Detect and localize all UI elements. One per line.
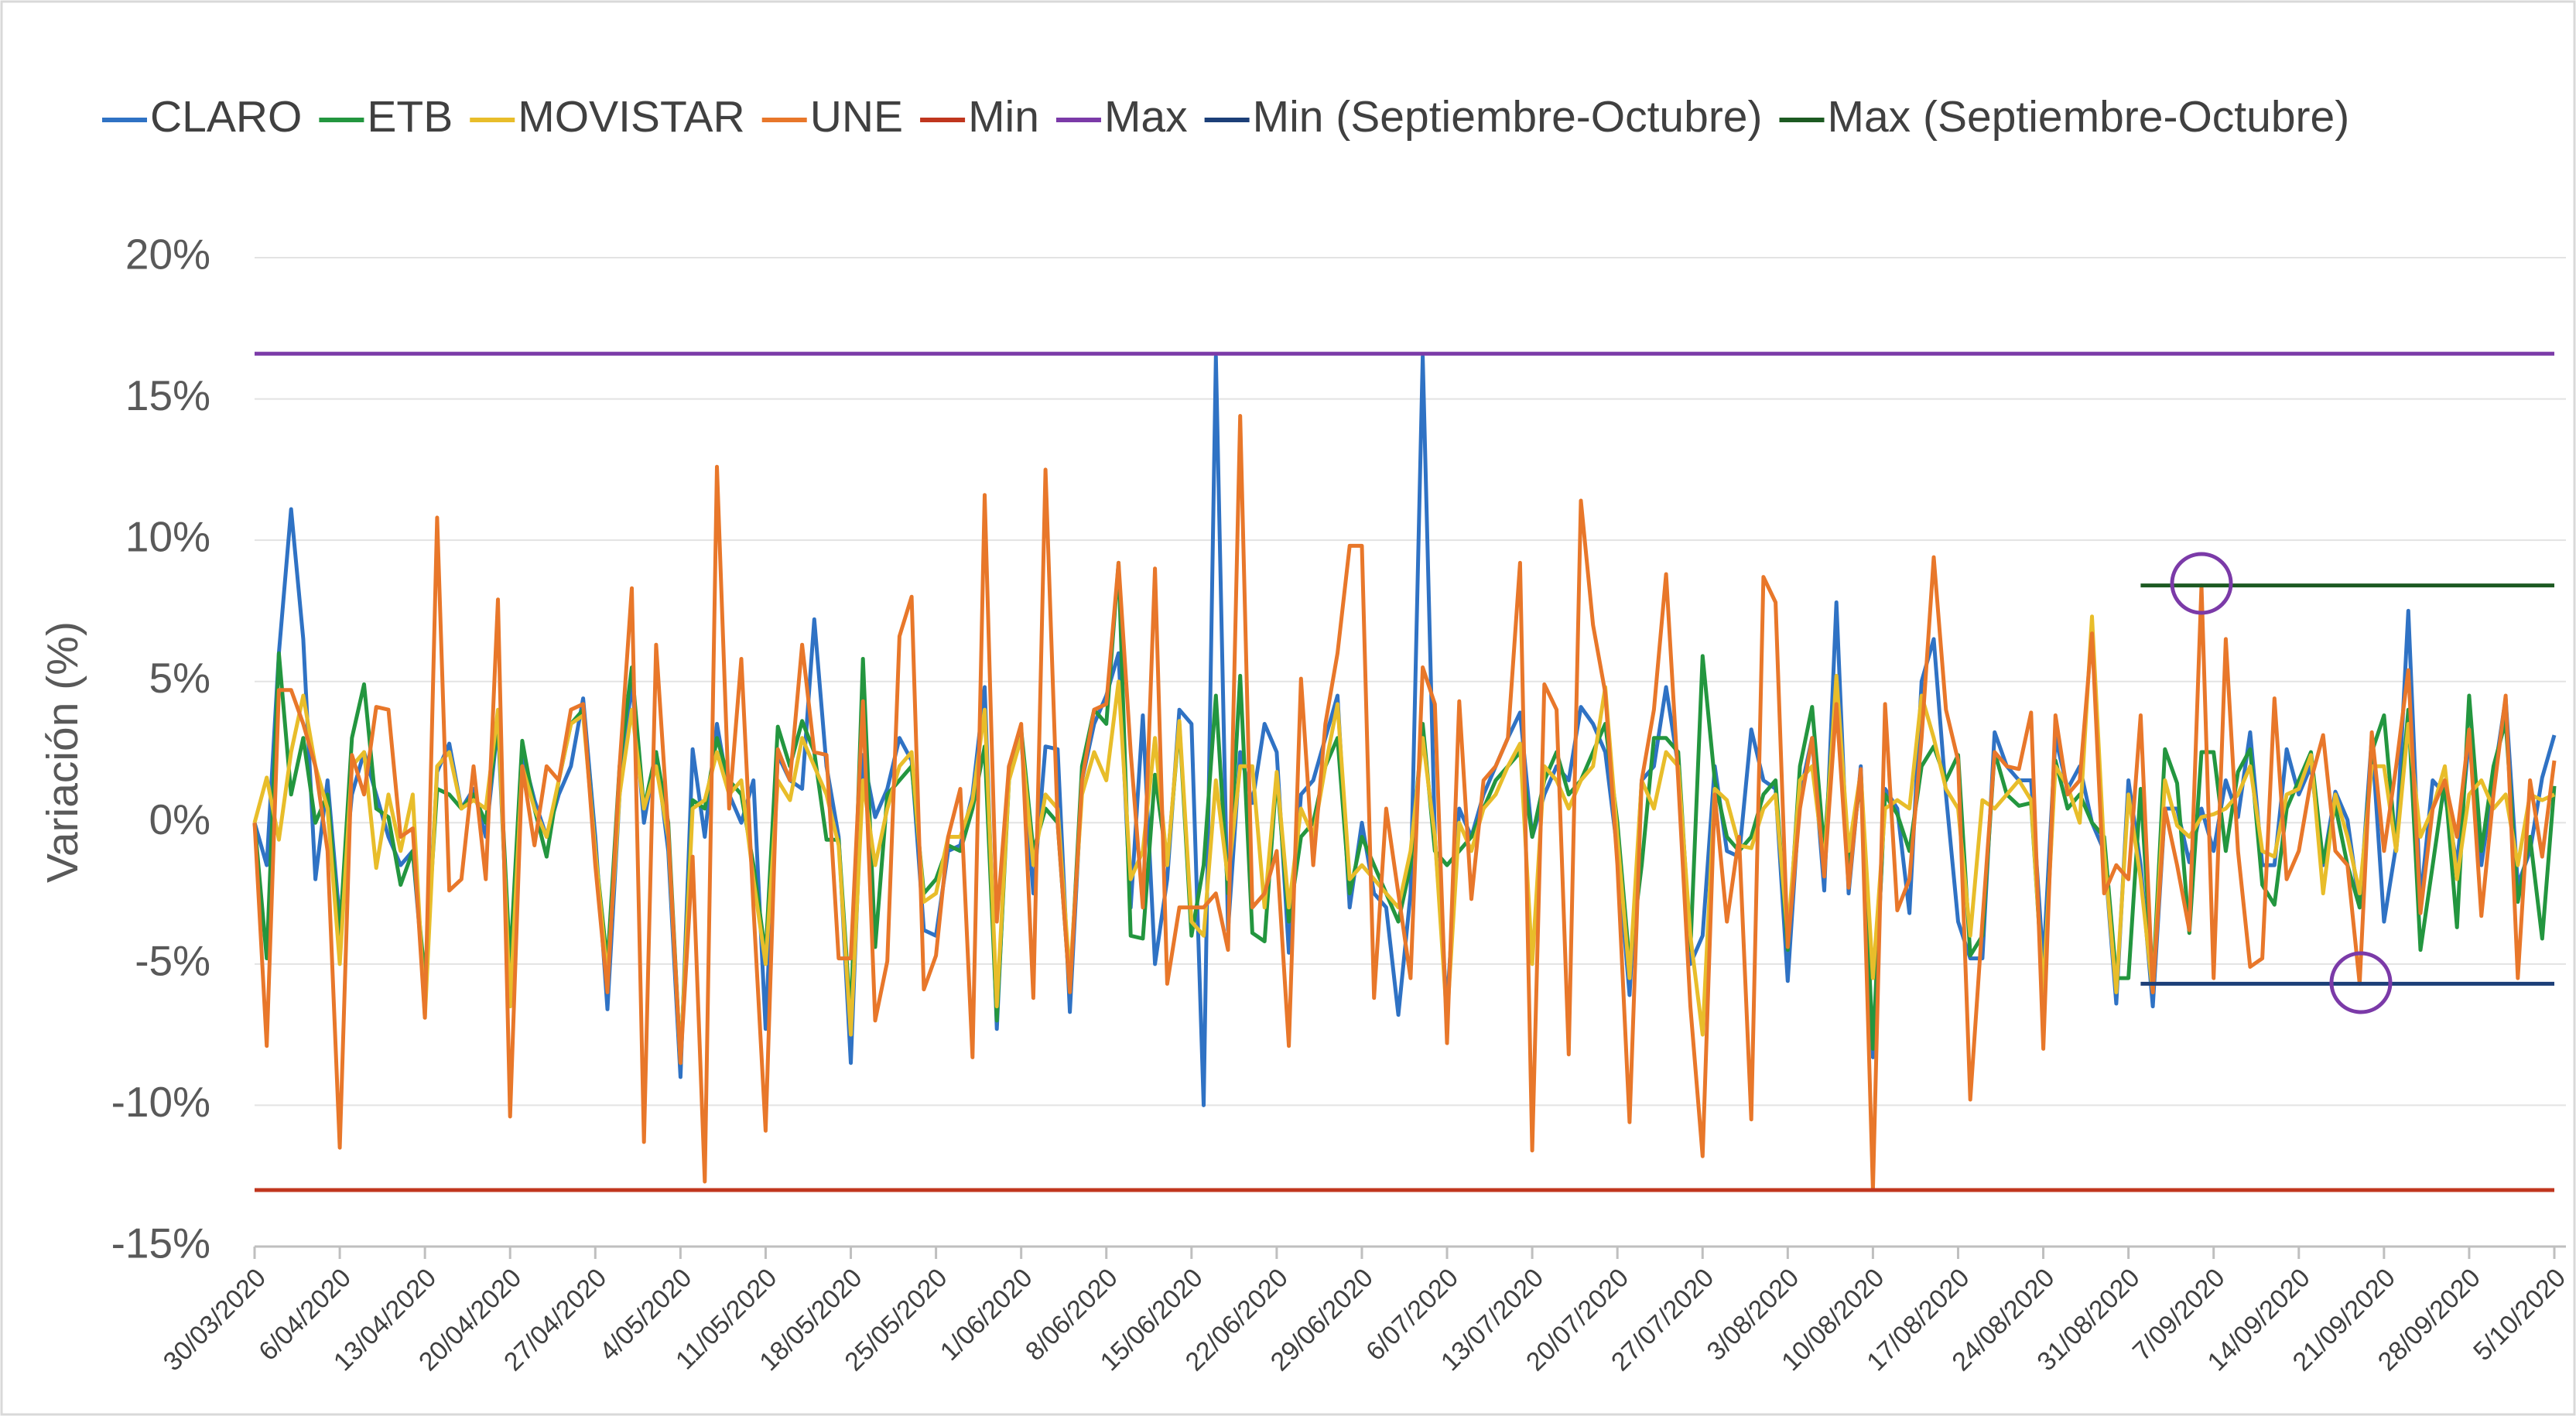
legend-label: ETB [367, 92, 453, 142]
legend: CLARO ETB MOVISTAR UNE Min Max Min (Septiembre… [102, 92, 2349, 142]
legend-label: UNE [810, 92, 903, 142]
y-tick-label: 10% [125, 513, 210, 561]
legend-label: Min (Septiembre-Octubre) [1253, 92, 1763, 142]
y-tick-label: -10% [111, 1078, 210, 1126]
annotation-circle [2170, 552, 2233, 615]
legend-label: Max [1104, 92, 1188, 142]
annotation-circle [2329, 951, 2393, 1014]
series-line [252, 614, 2556, 1065]
legend-label: MOVISTAR [518, 92, 744, 142]
y-tick-label: 15% [125, 371, 210, 419]
series-line [252, 414, 2557, 1192]
plot-lines [252, 351, 2557, 1192]
legend-label: Min [968, 92, 1039, 142]
y-tick-label: 5% [149, 654, 211, 702]
legend-label: CLARO [150, 92, 302, 142]
y-axis-title: Variación (%) [38, 621, 87, 883]
grid [255, 257, 2566, 1248]
y-tick-label: -15% [111, 1219, 210, 1267]
y-tick-label: 0% [149, 795, 211, 843]
legend-label: Max (Septiembre-Octubre) [1828, 92, 2350, 142]
y-tick-label: 20% [125, 231, 210, 279]
y-tick-label: -5% [135, 936, 210, 984]
series-line [252, 560, 2557, 1065]
